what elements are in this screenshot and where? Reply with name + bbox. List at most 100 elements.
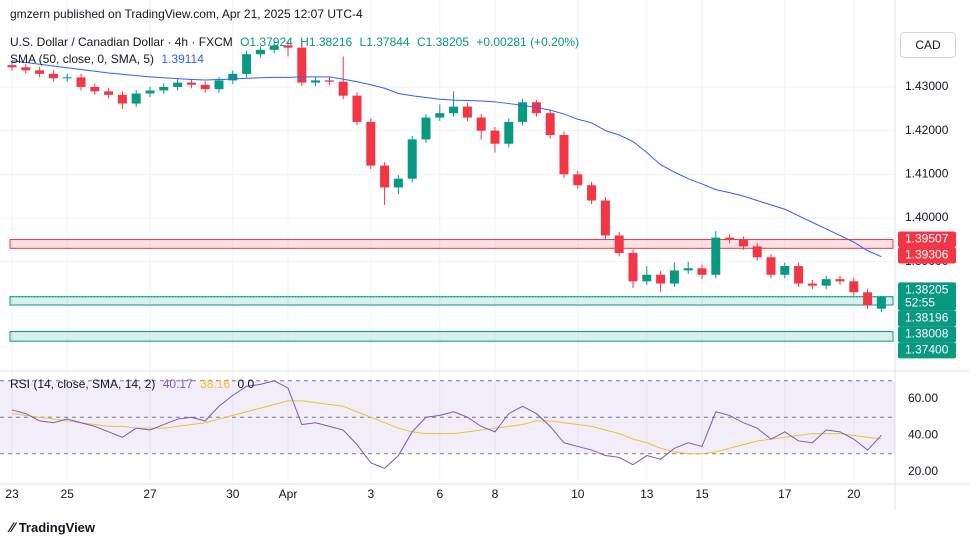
- change: +0.00281 (+0.20%): [476, 35, 580, 49]
- candle-body: [807, 283, 817, 286]
- y-tick-label: 20.00: [908, 464, 938, 478]
- rsi-line: [11, 400, 882, 455]
- zone: [9, 331, 894, 342]
- price-label-box: [898, 231, 956, 248]
- candle-body: [255, 49, 265, 55]
- candle-body: [214, 80, 224, 90]
- candle-body: [656, 274, 666, 284]
- candle-body: [573, 174, 583, 186]
- price-label-box: [898, 310, 956, 327]
- price-label: 1.39507: [905, 232, 949, 246]
- candle-body: [738, 239, 748, 247]
- y-tick-label: 60.00: [908, 391, 938, 405]
- sma-name: SMA (50, close, 0, SMA, 5): [10, 52, 155, 66]
- candle-body: [159, 86, 169, 91]
- x-tick-label: 10: [571, 487, 585, 501]
- candle-body: [669, 270, 679, 284]
- candle-body: [380, 165, 390, 188]
- candle-body: [352, 95, 362, 122]
- x-tick-label: 30: [226, 487, 240, 501]
- published: gmzern published on TradingView.com, Apr…: [10, 7, 363, 21]
- candle-body: [642, 274, 652, 282]
- candle-body: [90, 86, 100, 92]
- rsi-name: RSI (14, close, SMA, 14, 2): [10, 377, 156, 391]
- candle-body: [104, 91, 114, 95]
- rsi-extra: 0 0: [237, 377, 255, 391]
- candle-body: [766, 257, 776, 275]
- rsi-ma-value: 38.16: [200, 377, 231, 391]
- candle-body: [366, 121, 376, 166]
- candle-body: [725, 237, 735, 240]
- candle-body: [338, 81, 348, 96]
- x-tick-label: 25: [61, 487, 75, 501]
- candle-body: [324, 80, 334, 82]
- candle-body: [21, 67, 31, 71]
- candle-body: [462, 106, 472, 118]
- symbol: U.S. Dollar / Canadian Dollar · 4h · FXC…: [10, 35, 233, 49]
- low: L1.37844: [359, 35, 410, 49]
- candle-body: [628, 252, 638, 282]
- price-label: 52:55: [905, 296, 935, 310]
- candle-body: [794, 266, 804, 284]
- x-tick-label: 20: [847, 487, 861, 501]
- candle-body: [587, 185, 597, 201]
- logo: ⁄⁄ TradingView: [10, 519, 95, 535]
- candle-body: [697, 268, 707, 275]
- candle-body: [614, 235, 624, 253]
- header-published: gmzern published on TradingView.com, Apr…: [10, 7, 367, 21]
- candle-body: [48, 73, 58, 79]
- x-tick-label: 27: [143, 487, 157, 501]
- x-tick-label: 13: [640, 487, 654, 501]
- candle-body: [490, 130, 500, 144]
- candle-body: [283, 45, 293, 48]
- candle-body: [600, 200, 610, 236]
- candle-body: [131, 93, 141, 104]
- rsi-value: 40.17: [162, 377, 193, 391]
- x-tick-label: 8: [492, 487, 499, 501]
- x-tick-label: 6: [436, 487, 443, 501]
- y-tick-label: 40.00: [908, 428, 938, 442]
- candle-body: [821, 279, 831, 286]
- header-ohlc: U.S. Dollar / Canadian Dollar · 4h · FXC…: [10, 35, 583, 49]
- currency-button[interactable]: CAD: [900, 32, 956, 58]
- candle-body: [145, 90, 155, 94]
- candle-body: [407, 139, 417, 179]
- rsi-line: [11, 380, 882, 469]
- candle-body: [545, 113, 555, 136]
- candle-body: [421, 117, 431, 140]
- candle-body: [518, 102, 528, 122]
- candle-body: [752, 246, 762, 258]
- candle-body: [435, 113, 445, 118]
- zone: [9, 239, 894, 249]
- candle-body: [849, 281, 859, 293]
- candle-body: [393, 178, 403, 188]
- y-tick-label: 1.42000: [905, 123, 949, 137]
- rsi-legend: RSI (14, close, SMA, 14, 2) 40.17 38.16 …: [10, 377, 258, 391]
- sma-value: 1.39114: [161, 52, 204, 66]
- zone: [9, 296, 894, 306]
- candle-body: [559, 135, 569, 175]
- logo-icon: ⁄⁄: [10, 519, 15, 535]
- y-tick-label: 1.40000: [905, 210, 949, 224]
- candle-body: [711, 237, 721, 275]
- candle-body: [242, 54, 252, 74]
- x-tick-label: 23: [5, 487, 19, 501]
- price-label: 1.38196: [905, 311, 949, 325]
- candle-body: [863, 292, 873, 306]
- candle-body: [449, 106, 459, 114]
- price-label-box: [898, 247, 956, 264]
- x-tick-label: 15: [695, 487, 709, 501]
- candle-body: [835, 279, 845, 282]
- x-tick-label: 3: [367, 487, 374, 501]
- y-tick-label: 1.43000: [905, 79, 949, 93]
- candle-body: [476, 117, 486, 131]
- close: C1.38205: [416, 35, 469, 49]
- candle-body: [780, 266, 790, 275]
- candle-body: [117, 94, 127, 104]
- candle-body: [173, 82, 183, 87]
- candle-body: [504, 121, 514, 144]
- candle-body: [35, 70, 45, 74]
- candle-body: [311, 80, 321, 83]
- sma-line: [11, 60, 882, 258]
- candle-body: [228, 73, 238, 81]
